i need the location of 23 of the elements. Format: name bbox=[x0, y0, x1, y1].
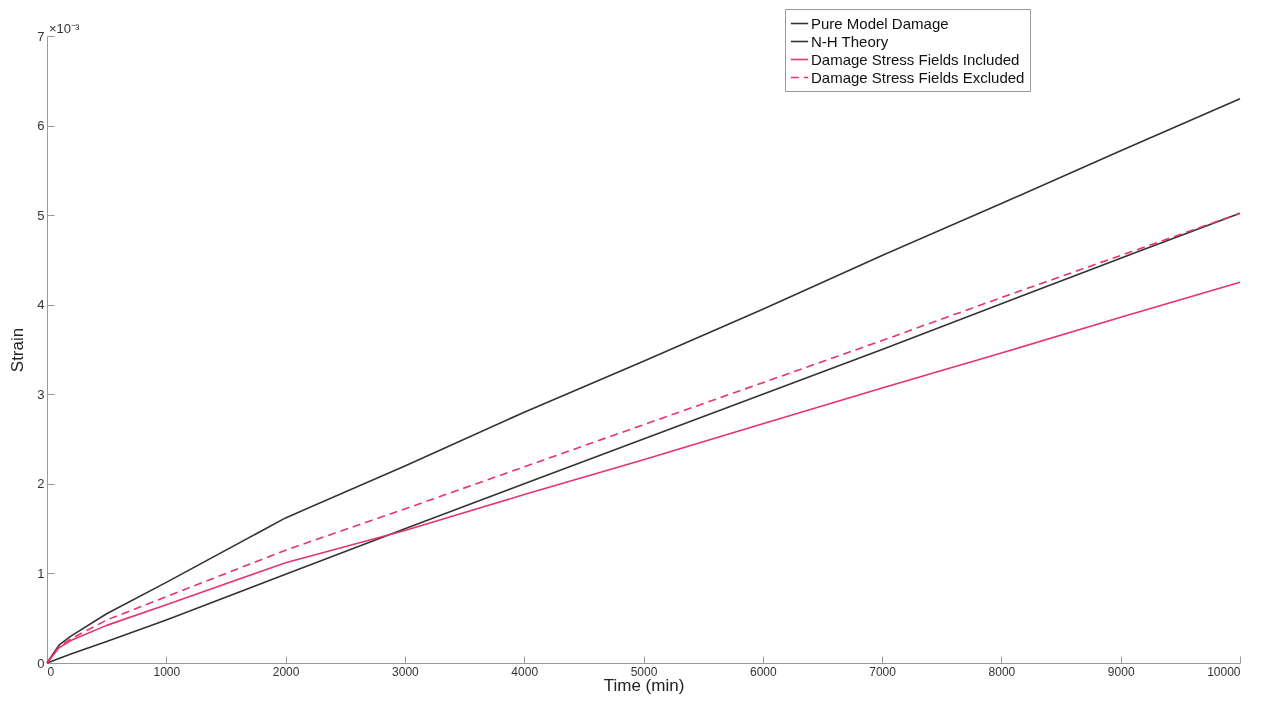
y-tick-label: 5 bbox=[37, 207, 45, 223]
x-tick-label: 10000 bbox=[1207, 664, 1241, 679]
x-tick-label: 2000 bbox=[272, 664, 300, 679]
y-tick-label: 1 bbox=[37, 565, 45, 581]
y-tick-label: 6 bbox=[37, 118, 45, 134]
y-tick-label: 7 bbox=[37, 28, 45, 44]
y-tick-label: 3 bbox=[37, 386, 45, 402]
x-tick-label: 3000 bbox=[392, 664, 420, 679]
y-tick-label: 2 bbox=[37, 476, 45, 492]
legend-label: N-H Theory bbox=[811, 32, 889, 50]
x-tick-label: 1000 bbox=[153, 664, 181, 679]
x-tick-label: 4000 bbox=[511, 664, 539, 679]
x-tick-label: 7000 bbox=[869, 664, 897, 679]
y-tick-label: 4 bbox=[37, 297, 45, 313]
y-axis-title: Strain bbox=[8, 327, 28, 373]
x-tick-label: 9000 bbox=[1107, 664, 1135, 679]
legend-label: Damage Stress Fields Included bbox=[811, 50, 1020, 68]
x-tick-label: 8000 bbox=[988, 664, 1016, 679]
text: ×10⁻³ bbox=[49, 21, 81, 36]
legend-label: Pure Model Damage bbox=[811, 14, 949, 32]
x-tick-label: 0 bbox=[47, 664, 55, 679]
x-tick-label: 6000 bbox=[749, 664, 777, 679]
legend-label: Damage Stress Fields Excluded bbox=[811, 68, 1025, 86]
